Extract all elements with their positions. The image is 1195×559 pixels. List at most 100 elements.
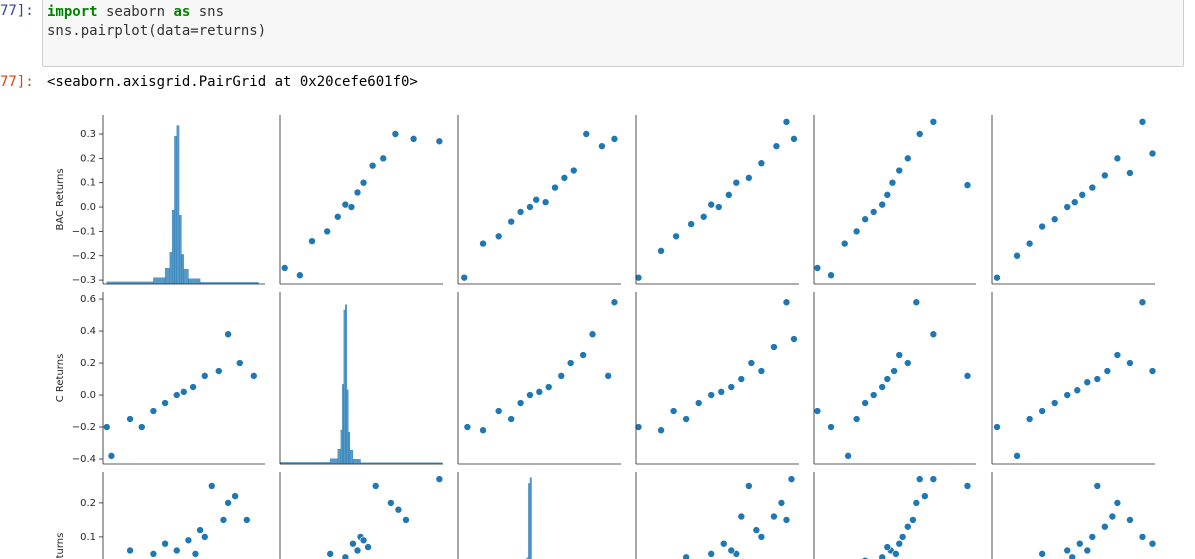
scatter-point <box>1063 546 1072 555</box>
hist-bar <box>528 483 531 559</box>
scatter-point <box>296 271 304 280</box>
scatter-point <box>757 367 766 375</box>
scatter-point <box>557 372 566 380</box>
scatter-point <box>878 200 887 209</box>
y-tick-label: −0.4 <box>72 454 96 465</box>
scatter-point <box>353 546 362 555</box>
scatter-point <box>963 372 972 380</box>
scatter-point <box>737 512 746 521</box>
scatter-point <box>569 166 578 175</box>
scatter-point <box>494 407 503 415</box>
scatter-point <box>333 212 342 221</box>
y-axis-label: C Returns <box>55 354 66 403</box>
scatter-point <box>1050 215 1059 224</box>
scatter-point <box>526 203 534 211</box>
scatter-point <box>707 391 716 399</box>
y-tick-label: −0.2 <box>72 422 96 433</box>
scatter-point <box>699 212 708 221</box>
scatter-point <box>707 200 716 209</box>
scatter-point <box>852 415 861 423</box>
scatter-point <box>895 539 904 548</box>
scatter-point <box>1088 533 1097 541</box>
scatter-point <box>813 407 822 415</box>
scatter-point <box>883 191 892 199</box>
scatter-point <box>929 118 938 126</box>
scatter-point <box>460 273 469 282</box>
scatter-point <box>909 516 917 524</box>
scatter-point <box>1078 191 1087 199</box>
scatter-point <box>1148 367 1157 375</box>
scatter-point <box>161 399 169 407</box>
scatter-point <box>772 142 781 150</box>
scatter-point <box>494 232 503 241</box>
code-token: import <box>47 4 98 20</box>
scatter-point <box>184 536 193 545</box>
scatter-point <box>912 499 921 507</box>
scatter-point <box>790 135 798 143</box>
scatter-point <box>349 539 357 548</box>
scatter-point <box>903 522 912 531</box>
scatter-point <box>341 553 350 559</box>
scatter-point <box>634 273 643 282</box>
code-cell[interactable] <box>42 0 1184 67</box>
hist-bar <box>153 277 166 285</box>
scatter-point <box>790 335 798 343</box>
scatter-point <box>172 546 181 555</box>
scatter-point <box>191 550 200 558</box>
scatter-point <box>1101 522 1109 531</box>
scatter-point <box>827 271 835 280</box>
scatter-point <box>757 533 766 541</box>
scatter-point <box>371 482 380 490</box>
scatter-point <box>737 375 746 383</box>
scatter-point <box>326 550 334 558</box>
scatter-point <box>717 388 726 396</box>
scatter-point <box>551 183 559 192</box>
hist-bar <box>345 304 348 465</box>
scatter-point <box>1038 550 1046 558</box>
scatter-point <box>714 203 723 211</box>
y-axis-label: GS Returns <box>55 533 66 559</box>
scatter-point <box>353 188 362 197</box>
code-token: as <box>173 4 191 20</box>
y-tick-label: 0.2 <box>80 498 96 509</box>
y-tick-label: 0.0 <box>80 390 96 401</box>
scatter-point <box>1093 482 1102 490</box>
scatter-point <box>657 426 665 435</box>
scatter-point <box>963 482 972 490</box>
scatter-point <box>1138 298 1147 307</box>
scatter-point <box>1138 533 1147 541</box>
scatter-point <box>1113 499 1122 507</box>
scatter-point <box>782 516 791 524</box>
y-tick-label: −0.1 <box>72 226 96 237</box>
y-tick-label: 0.1 <box>80 532 96 543</box>
scatter-point <box>535 388 544 396</box>
scatter-point <box>719 539 728 548</box>
scatter-point <box>1126 359 1134 367</box>
scatter-point <box>588 330 597 339</box>
scatter-point <box>463 423 472 431</box>
scatter-point <box>895 166 904 175</box>
hist-bar <box>349 450 354 465</box>
hist-bar <box>171 209 175 285</box>
hist-bar <box>330 458 338 465</box>
scatter-point <box>102 423 111 431</box>
scatter-point <box>1038 222 1046 231</box>
scatter-point <box>126 415 134 423</box>
scatter-point <box>1075 539 1084 548</box>
code-token: seaborn <box>97 4 174 20</box>
code-line: import seaborn as sns <box>47 3 266 22</box>
scatter-point <box>747 359 756 367</box>
y-tick-label: 0.6 <box>80 294 96 305</box>
scatter-point <box>280 264 289 272</box>
scatter-point <box>732 178 741 187</box>
scatter-point <box>1113 351 1122 359</box>
scatter-point <box>179 388 188 396</box>
y-tick-label: 0.1 <box>80 178 96 189</box>
hist-bar <box>352 459 361 465</box>
scatter-point <box>604 372 612 380</box>
y-tick-label: 0.4 <box>80 326 96 337</box>
scatter-point <box>782 298 791 307</box>
scatter-point <box>582 130 591 138</box>
scatter-point <box>479 239 487 248</box>
scatter-point <box>707 550 716 558</box>
